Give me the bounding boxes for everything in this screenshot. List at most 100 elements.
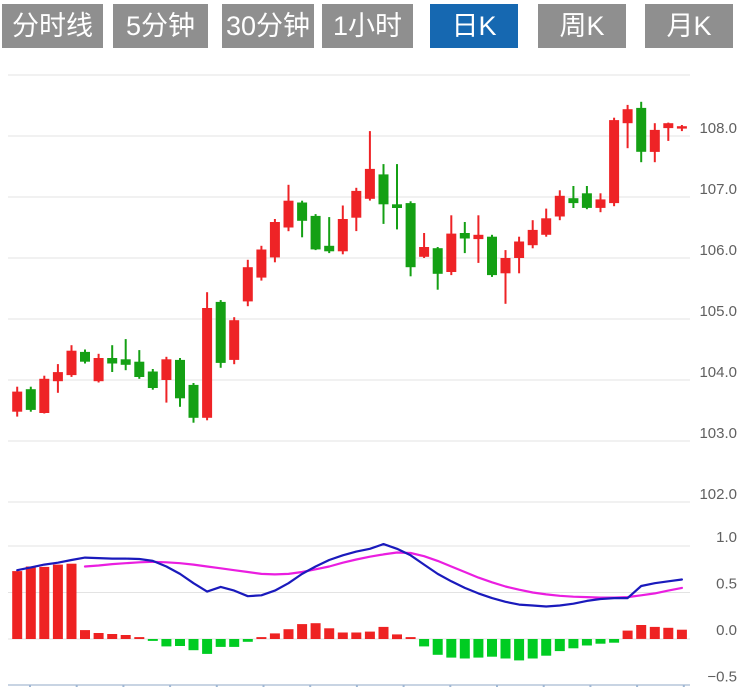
candle [25,386,36,412]
candle [120,339,131,371]
price-tick-label: 108.0 [699,120,737,137]
candle [405,201,416,277]
candle [622,104,633,149]
timeframe-tabbar: 分时线 5分钟 30分钟 1小时 日K 周K 月K [0,0,756,52]
candle [663,122,674,141]
candle [473,215,484,263]
macd-bar [568,639,579,649]
macd-bar [188,639,199,651]
macd-bar [161,639,172,647]
candle [595,193,606,213]
macd-bar [242,639,253,642]
candle [554,190,565,221]
timeframe-tab-7[interactable]: 月K [645,4,733,48]
price-axis-labels: 108.0 107.0 106.0 105.0 104.0 103.0 102.0 [699,120,737,503]
candle [107,345,118,372]
macd-bar [487,639,497,657]
candle [541,208,552,237]
candle [527,220,538,249]
macd-bar [432,639,443,655]
candle [432,247,443,290]
timeframe-tab-5[interactable]: 日K [430,4,518,48]
macd-bar [80,630,90,639]
macd-bar [229,639,240,647]
macd-bar [514,639,525,661]
macd-bar [120,635,131,639]
macd-bar [147,639,158,641]
timeframe-tab-1[interactable]: 分时线 [2,4,103,48]
candle [175,358,185,407]
macd-bar [622,630,633,639]
time-axis [8,684,690,687]
macd-bar [337,632,348,639]
timeframe-tab-4[interactable]: 1小时 [322,4,413,48]
macd-bar [554,639,565,652]
macd-bar [324,628,335,639]
candle [66,345,77,377]
macd-bar [595,639,606,644]
candle [446,215,457,276]
macd-tick-label: 0.0 [716,622,737,639]
candle [39,375,50,414]
candle [636,101,647,163]
candle [609,117,620,207]
macd-bar [676,629,687,639]
timeframe-tab-2[interactable]: 5分钟 [113,4,208,48]
macd-bar [405,637,416,639]
candle [283,184,294,232]
macd-tick-label: −0.5 [707,669,737,686]
macd-bar [649,626,660,639]
candle [676,125,687,132]
candle [229,317,240,365]
macd-bar [636,625,647,639]
candle [581,186,592,210]
macd-bar [609,639,620,643]
macd-bar [351,632,362,639]
price-tick-label: 105.0 [699,303,737,320]
macd-bar [459,639,470,659]
candle [419,233,430,258]
macd-bar [663,627,674,639]
candle [297,200,308,238]
macd-bar [269,633,280,639]
candle [649,123,660,163]
macd-bar [310,623,321,639]
macd-bar [581,639,592,646]
macd-bar [107,634,118,639]
candle [514,236,525,274]
macd-tick-label: 0.5 [716,576,737,593]
candle [215,300,226,368]
candle [364,131,375,201]
price-tick-label: 103.0 [699,425,737,442]
candle [188,383,199,423]
candle [202,292,213,421]
macd-bar [283,629,294,639]
macd-bar [446,639,457,658]
candle [337,205,348,255]
macd-bar [392,634,402,640]
timeframe-tab-3[interactable]: 30分钟 [222,4,314,48]
macd-bar [215,639,226,647]
macd-bar [12,571,23,639]
macd-bar [473,639,484,658]
candle [324,217,335,254]
macd-bar [297,624,308,639]
price-tick-label: 104.0 [699,364,737,381]
macd-bar [134,637,145,639]
candle [378,164,389,224]
price-tick-label: 107.0 [699,181,737,198]
candle [161,356,172,403]
macd-bar [364,631,375,639]
timeframe-tab-6[interactable]: 周K [538,4,626,48]
dea-line [83,551,684,599]
candle [256,245,267,281]
candle [52,364,63,393]
macd-bar [419,639,430,647]
macd-bar [39,566,50,639]
macd-bar [541,639,552,656]
macd-bar [93,633,104,639]
price-grid-lines [8,74,690,503]
macd-bar [256,637,267,639]
macd-bar [378,626,389,639]
